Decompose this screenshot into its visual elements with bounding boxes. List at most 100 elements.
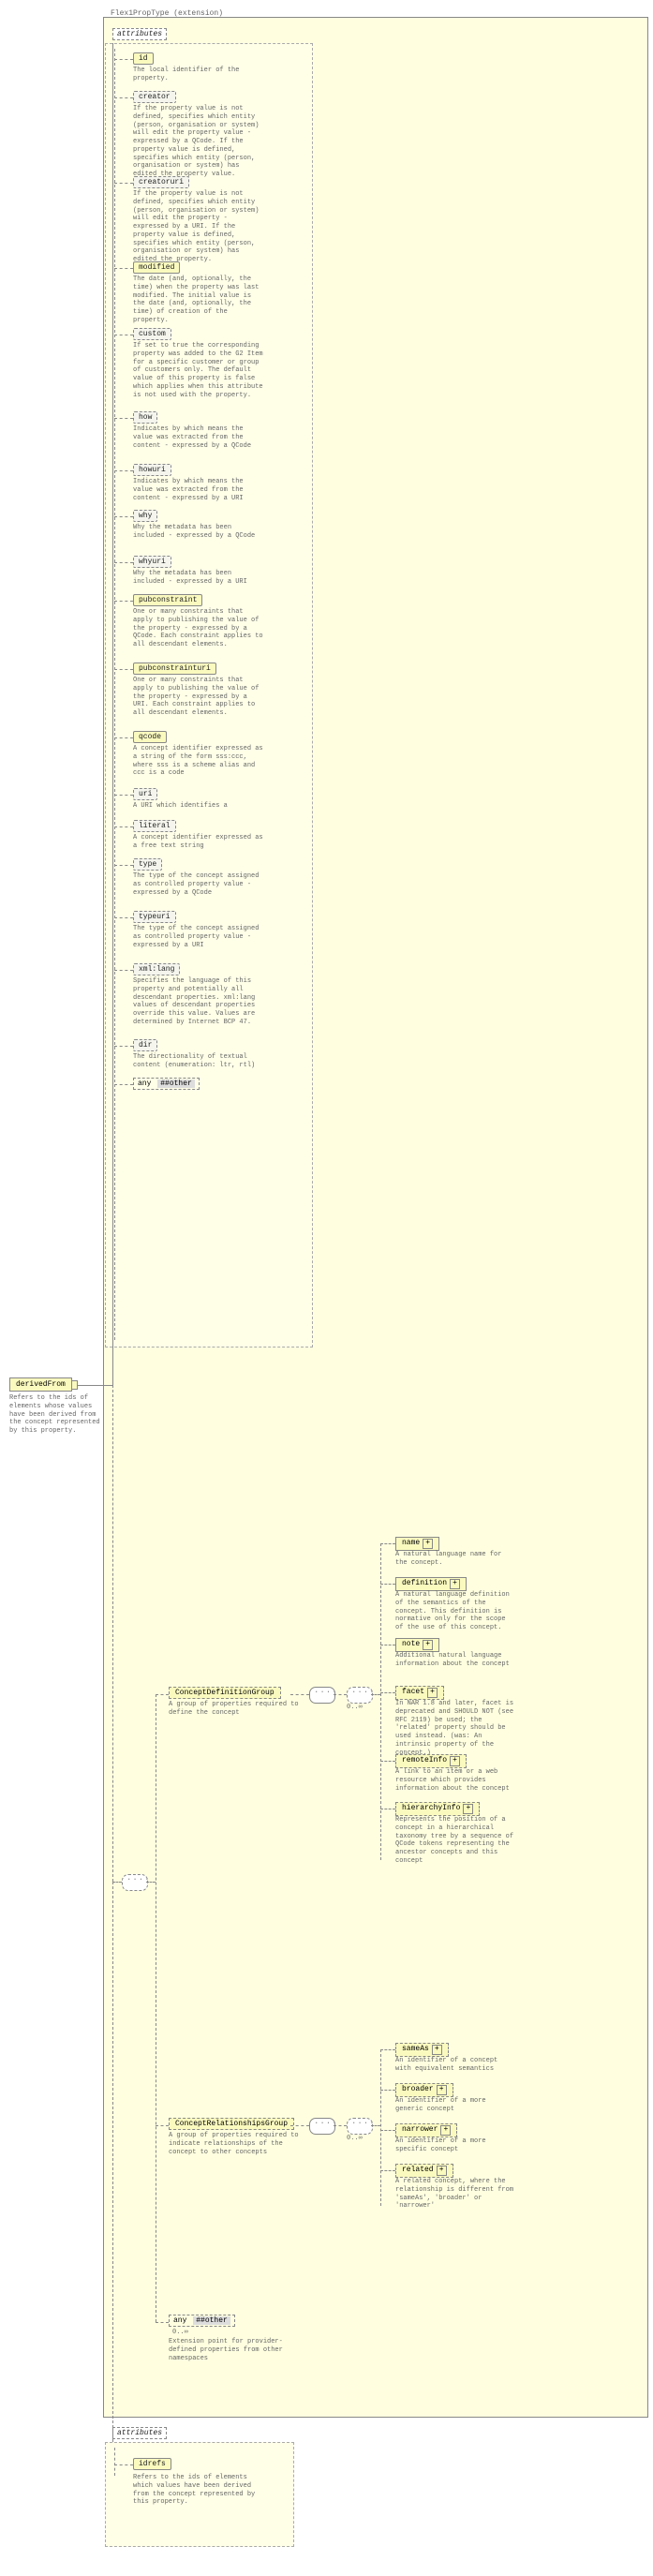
connector (112, 1882, 122, 1883)
attr-desc: Indicates by which means the value was e… (133, 478, 264, 502)
any-attribute: any ##other (133, 1078, 200, 1090)
expand-icon[interactable]: + (437, 2085, 447, 2095)
attr-id: id (133, 52, 154, 65)
element-facet-desc: In NAR 1.8 and later, facet is deprecate… (395, 1700, 517, 1757)
group-rel: ConceptRelationshipsGroup (169, 2118, 294, 2130)
expand-icon[interactable]: + (423, 1640, 433, 1650)
expand-icon[interactable]: + (427, 1688, 438, 1698)
extension-label: Flex1PropType (extension) (111, 9, 223, 18)
expand-icon[interactable]: + (450, 1756, 460, 1766)
attr-desc: The date (and, optionally, the time) whe… (133, 275, 264, 325)
attr-desc: The directionality of textual content (e… (133, 1053, 264, 1070)
element-definition-desc: A natural language definition of the sem… (395, 1591, 517, 1632)
any-label: any (173, 2316, 186, 2325)
expand-icon[interactable]: + (450, 1579, 460, 1589)
connector (380, 1761, 395, 1762)
expand-icon[interactable]: + (437, 2166, 447, 2176)
attr-howuri: howuri (133, 464, 171, 476)
connector (114, 183, 133, 184)
elt-label: facet (402, 1688, 424, 1696)
connector (114, 1084, 133, 1085)
attributes-header: attributes (112, 28, 167, 40)
element-narrower: narrower+ (395, 2123, 457, 2137)
attr-literal: literal (133, 820, 176, 832)
attributes2-header: attributes (112, 2427, 167, 2439)
connector (380, 2049, 395, 2050)
connector (114, 268, 133, 269)
element-derivedFrom: derivedFrom (9, 1377, 72, 1392)
elt-label: note (402, 1640, 420, 1648)
connector (380, 1692, 395, 1693)
connector (114, 669, 133, 670)
connector (380, 2090, 395, 2091)
element-hierarchyInfo: hierarchyInfo+ (395, 1802, 480, 1816)
connector (380, 2170, 395, 2171)
element-remoteInfo-desc: A link to an item or a web resource whic… (395, 1768, 517, 1793)
attr-desc: A concept identifier expressed as a free… (133, 834, 264, 851)
connector (114, 59, 133, 60)
connector (156, 2322, 169, 2323)
expand-icon[interactable]: + (463, 1804, 473, 1814)
attr-typeuri: typeuri (133, 911, 176, 923)
elt-label: sameAs (402, 2045, 429, 2053)
seq-icon (347, 1687, 373, 1704)
attr-how: how (133, 411, 157, 424)
element-hierarchyInfo-desc: Represents the position of a concept in … (395, 1816, 517, 1866)
group-def: ConceptDefinitionGroup (169, 1687, 281, 1699)
connector (114, 1046, 133, 1047)
connector (156, 1694, 169, 1695)
connector (114, 516, 133, 517)
connector (112, 1882, 113, 2442)
attr-xml-lang: xml:lang (133, 963, 180, 975)
seq-icon (347, 2118, 373, 2135)
attr-creator: creator (133, 91, 176, 103)
connector (114, 2464, 133, 2465)
expand-icon[interactable]: + (432, 2045, 442, 2055)
attr-pubconstrainturi: pubconstrainturi (133, 663, 216, 675)
attr-desc: Why the metadata has been included - exp… (133, 524, 264, 541)
connector (334, 2125, 347, 2126)
elt-label: name (402, 1539, 420, 1547)
element-name: name+ (395, 1537, 439, 1551)
element-broader: broader+ (395, 2083, 453, 2097)
connector (146, 1882, 156, 1883)
cardinality: 0..∞ (347, 1704, 363, 1711)
attr-desc: The local identifier of the property. (133, 67, 264, 83)
element-related-desc: A related concept, where the relationshi… (395, 2178, 517, 2211)
connector (114, 865, 133, 866)
attr-type: type (133, 858, 162, 871)
connector (114, 795, 133, 796)
attr-spine (114, 49, 115, 1340)
attr-desc: Why the metadata has been included - exp… (133, 570, 264, 587)
attr-creatoruri: creatoruri (133, 176, 189, 188)
seq-icon (309, 2118, 335, 2135)
attr-desc: One or many constraints that apply to pu… (133, 677, 264, 718)
attr-desc: A concept identifier expressed as a stri… (133, 745, 264, 778)
connector (114, 418, 133, 419)
connector (380, 1584, 395, 1585)
element-narrower-desc: An identifier of a more specific concept (395, 2137, 517, 2154)
any-ns: ##other (157, 1080, 195, 1088)
attr-uri: uri (133, 788, 157, 800)
attr-custom: custom (133, 328, 171, 340)
connector (380, 2130, 395, 2131)
attr-modified: modified (133, 261, 180, 274)
connector (114, 917, 133, 918)
connector (112, 43, 113, 1385)
connector (371, 2125, 380, 2126)
expand-icon[interactable]: + (440, 2125, 451, 2136)
connector (371, 1694, 380, 1695)
element-broader-desc: An identifier of a more generic concept (395, 2097, 517, 2114)
attr-desc: If set to true the corresponding propert… (133, 342, 264, 399)
group-def-desc: A group of properties required to define… (169, 1701, 309, 1718)
element-name-desc: A natural language name for the concept. (395, 1551, 517, 1568)
element-sameAs-desc: An identifier of a concept with equivale… (395, 2057, 517, 2074)
element-related: related+ (395, 2164, 453, 2178)
expand-icon[interactable]: + (423, 1539, 433, 1549)
connector (290, 2125, 309, 2126)
element-note-desc: Additional natural language information … (395, 1652, 517, 1669)
elt-label: related (402, 2166, 434, 2174)
connector (114, 562, 133, 563)
group-rel-desc: A group of properties required to indica… (169, 2132, 309, 2156)
element-sameAs: sameAs+ (395, 2043, 449, 2057)
